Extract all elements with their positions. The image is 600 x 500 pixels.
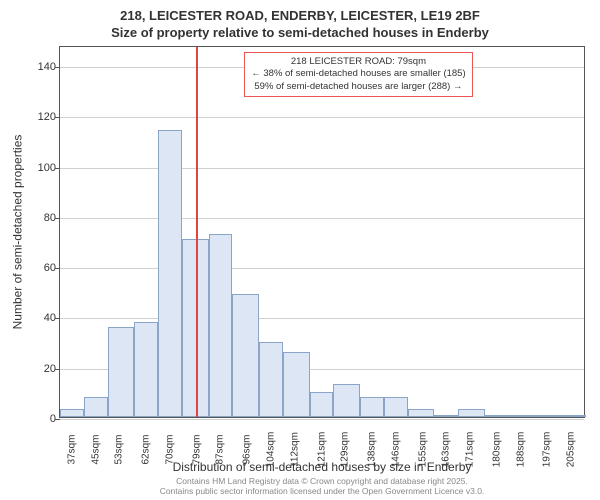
title-line-1: 218, LEICESTER ROAD, ENDERBY, LEICESTER,… (0, 8, 600, 25)
histogram-bar (209, 234, 233, 417)
histogram-bar (158, 130, 182, 417)
y-tick-label: 20 (28, 363, 56, 375)
attribution-line-2: Contains public sector information licen… (59, 486, 585, 496)
callout-box: 218 LEICESTER ROAD: 79sqm← 38% of semi-d… (244, 52, 472, 97)
y-tick-mark (55, 318, 60, 319)
histogram-bar (384, 397, 408, 417)
callout-line: ← 38% of semi-detached houses are smalle… (251, 68, 465, 80)
chart-title: 218, LEICESTER ROAD, ENDERBY, LEICESTER,… (0, 8, 600, 42)
y-tick-label: 140 (28, 61, 56, 73)
histogram-bar (559, 415, 586, 418)
gridline (60, 268, 584, 269)
reference-line (196, 47, 198, 417)
histogram-bar (108, 327, 135, 417)
y-tick-mark (55, 268, 60, 269)
callout-line: 59% of semi-detached houses are larger (… (251, 81, 465, 93)
histogram-bar (485, 415, 509, 418)
y-tick-mark (55, 168, 60, 169)
gridline (60, 218, 584, 219)
y-tick-label: 120 (28, 111, 56, 123)
callout-line: 218 LEICESTER ROAD: 79sqm (251, 56, 465, 68)
histogram-bar (533, 415, 560, 418)
histogram-bar (458, 409, 485, 417)
y-axis-label: Number of semi-detached properties (10, 46, 24, 418)
gridline (60, 318, 584, 319)
y-tick-label: 100 (28, 162, 56, 174)
histogram-bar (283, 352, 310, 417)
attribution-line-1: Contains HM Land Registry data © Crown c… (59, 476, 585, 486)
gridline (60, 117, 584, 118)
histogram-bar (232, 294, 259, 417)
plot-area: 020406080100120140218 LEICESTER ROAD: 79… (59, 46, 585, 418)
y-tick-label: 80 (28, 212, 56, 224)
y-tick-label: 40 (28, 312, 56, 324)
gridline (60, 419, 584, 420)
y-tick-mark (55, 419, 60, 420)
y-tick-mark (55, 218, 60, 219)
chart-container: 218, LEICESTER ROAD, ENDERBY, LEICESTER,… (0, 0, 600, 500)
histogram-bar (134, 322, 158, 418)
histogram-bar (408, 409, 435, 417)
y-tick-mark (55, 369, 60, 370)
y-tick-label: 0 (28, 413, 56, 425)
y-tick-label: 60 (28, 262, 56, 274)
x-axis-label: Distribution of semi-detached houses by … (59, 460, 585, 474)
histogram-bar (310, 392, 334, 417)
histogram-bar (84, 397, 108, 417)
attribution: Contains HM Land Registry data © Crown c… (59, 476, 585, 496)
histogram-bar (60, 409, 84, 417)
y-tick-mark (55, 67, 60, 68)
histogram-bar (259, 342, 283, 417)
histogram-bar (333, 384, 360, 417)
title-line-2: Size of property relative to semi-detach… (0, 25, 600, 42)
gridline (60, 168, 584, 169)
histogram-bar (434, 415, 458, 418)
y-tick-mark (55, 117, 60, 118)
histogram-bar (360, 397, 384, 417)
histogram-bar (509, 415, 533, 418)
